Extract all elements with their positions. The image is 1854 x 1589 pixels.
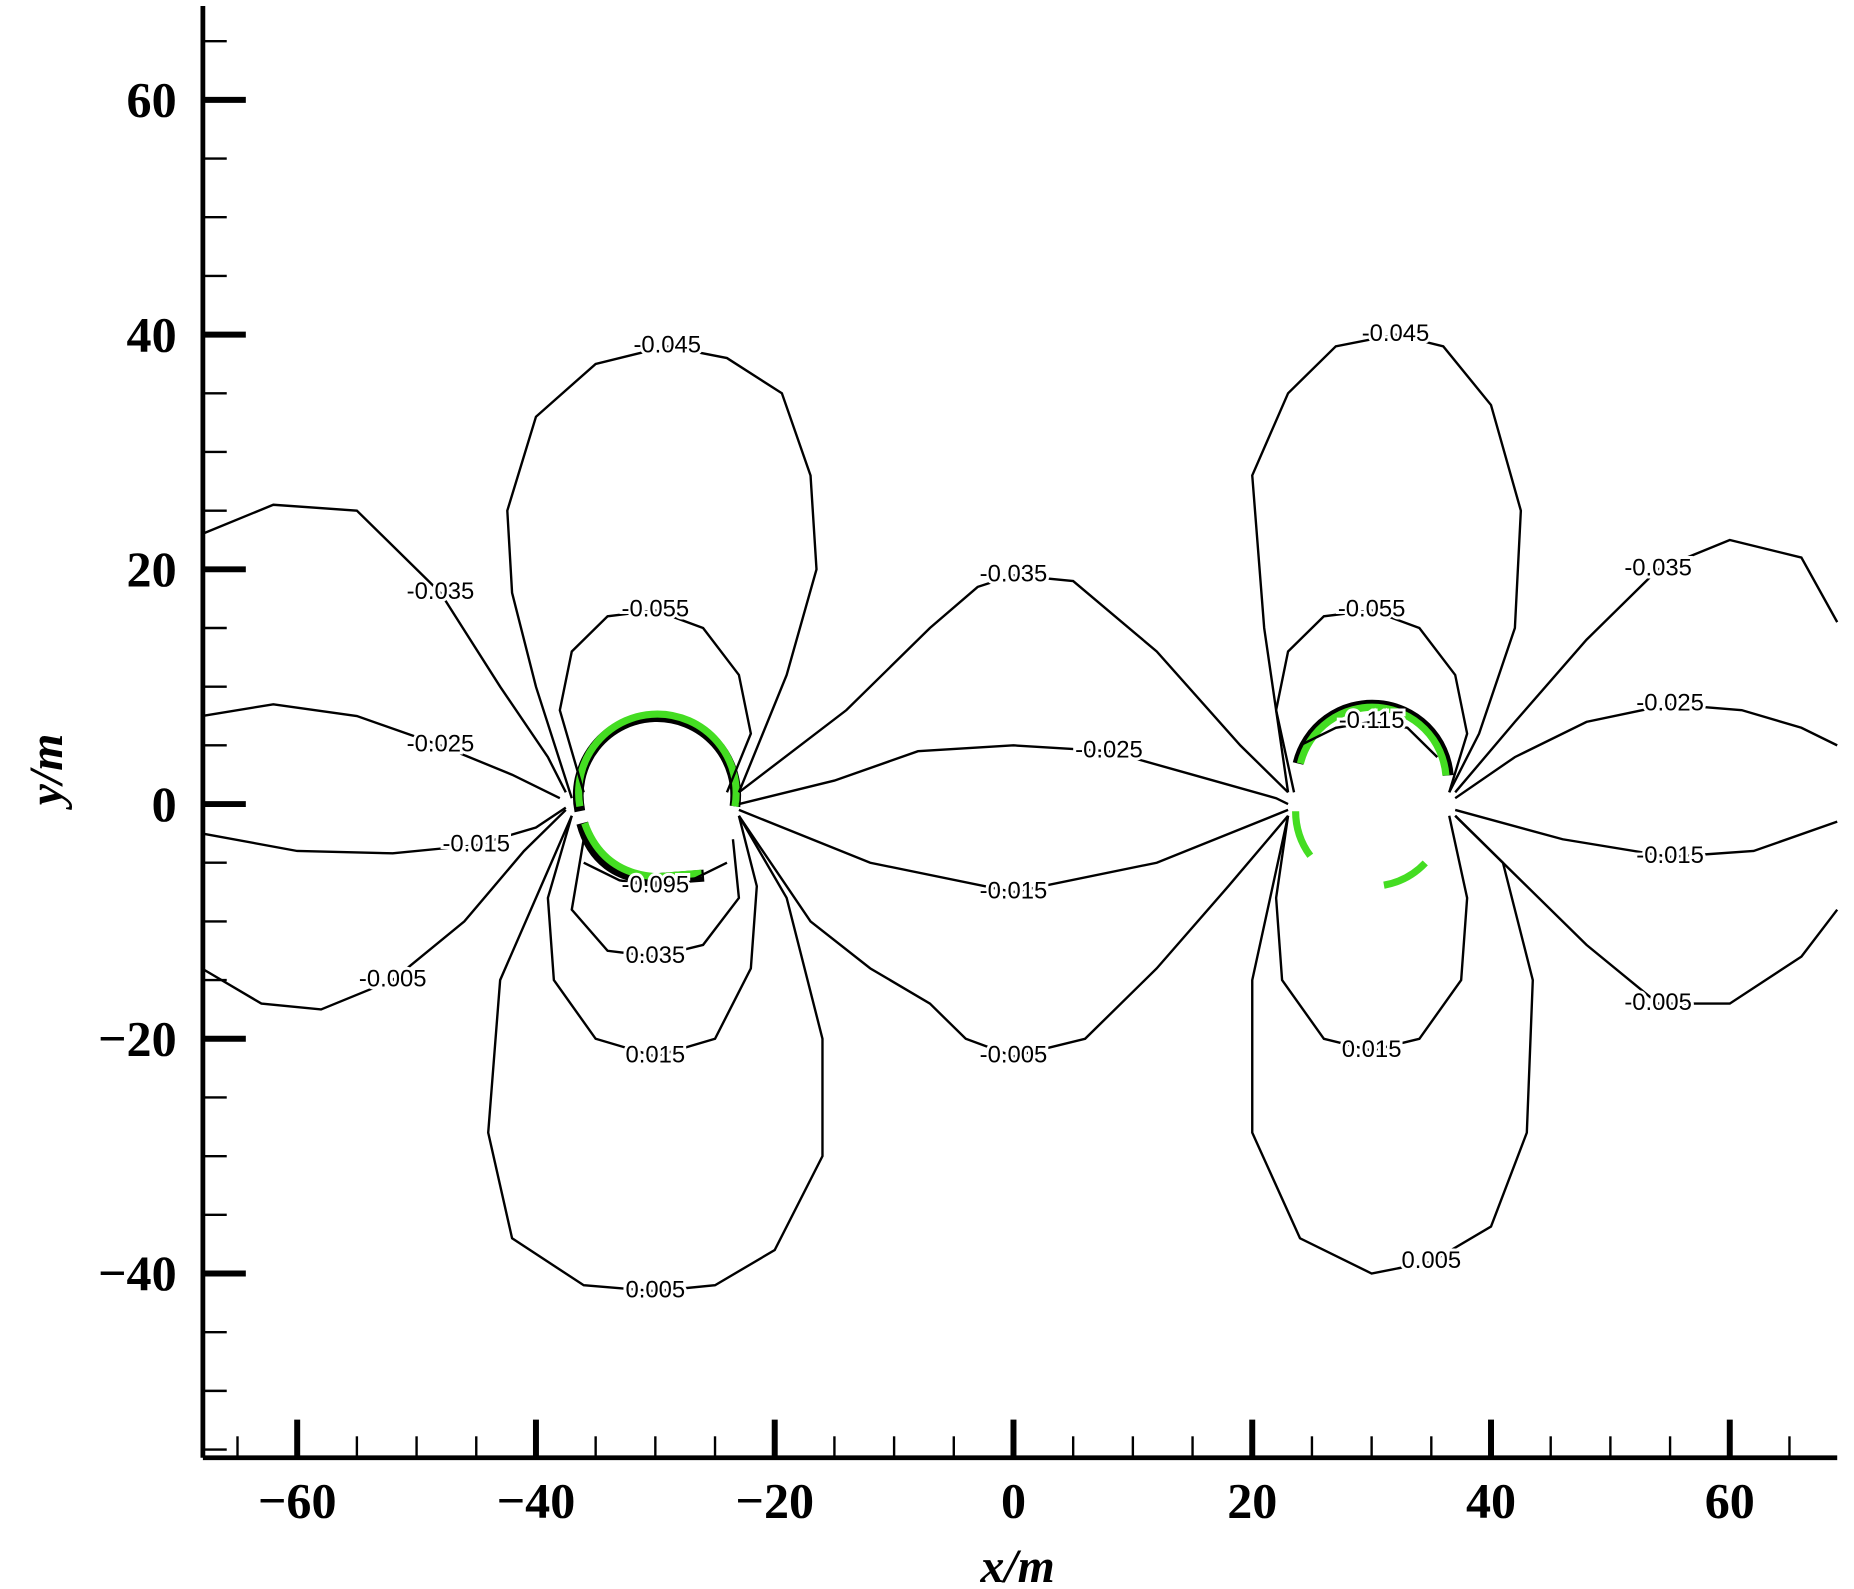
x-tick-label: −20: [735, 1472, 814, 1528]
y-tick-label: −40: [98, 1245, 177, 1301]
contour-label: -0.025: [407, 731, 475, 758]
contour-line: [1454, 538, 1839, 794]
contour-label: -0.045: [1362, 320, 1430, 347]
contour-line: [558, 609, 753, 793]
contour-label: -0.015: [442, 830, 510, 857]
cylinders: [572, 699, 1454, 890]
contour-label: -0.005: [1624, 989, 1692, 1016]
y-tick-label: 20: [127, 541, 177, 597]
x-tick-label: 20: [1227, 1472, 1277, 1528]
cylinder-left: [575, 710, 740, 808]
x-tick-label: 40: [1466, 1472, 1516, 1528]
contour-line: [201, 809, 567, 1011]
x-tick-label: 60: [1705, 1472, 1755, 1528]
contour-line: [1274, 815, 1469, 1052]
x-tick-label: −60: [258, 1472, 337, 1528]
contour-label: -0.015: [1636, 842, 1704, 869]
contour-label: 0.015: [626, 1042, 686, 1069]
contour-line: [1454, 814, 1839, 1005]
contour-line: [201, 806, 567, 855]
contour-line: [1454, 808, 1838, 859]
y-tick-label: 40: [127, 306, 177, 362]
contour-label: 0.035: [626, 942, 686, 969]
cylinder-right: [1296, 703, 1450, 776]
contour-label: -0.055: [1338, 596, 1406, 623]
contour-line: [737, 815, 1289, 1058]
contour-line: [583, 861, 728, 888]
contour-label: -0.055: [622, 596, 690, 623]
contour-line: [201, 503, 567, 793]
contour-label: -0.025: [1636, 690, 1704, 717]
y-tick-label: −20: [98, 1010, 177, 1066]
cylinder-left: [581, 821, 702, 881]
contour-line: [546, 815, 759, 1058]
y-tick-label: 60: [127, 72, 177, 128]
cylinder-edge: [572, 711, 742, 813]
y-axis-label: y/m: [20, 734, 73, 811]
contour-label: -0.095: [622, 872, 690, 899]
contour-line: [1454, 703, 1838, 800]
contour-label: 0.005: [1401, 1247, 1461, 1274]
x-tick-label: −40: [497, 1472, 576, 1528]
y-tick-label: 0: [152, 776, 177, 832]
contour-label: 0.005: [626, 1276, 686, 1303]
contour-label: -0.115: [1339, 707, 1405, 734]
contour-line: [738, 808, 1289, 894]
contour-line: [1251, 814, 1534, 1275]
contour-line: [506, 345, 818, 799]
contour-line: [570, 839, 741, 958]
x-axis-label: x/m: [980, 1540, 1055, 1589]
contour-label: 0.015: [1342, 1036, 1402, 1063]
contour-label: -0.035: [1624, 555, 1692, 582]
contour-label: -0.045: [633, 332, 701, 359]
contours: -0.045 -0.055 0.015 0.005 0.035 -0.005 -0.015 -…: [201, 317, 1839, 1306]
contour-label: -0.015: [980, 877, 1048, 904]
contour-line: [201, 703, 561, 800]
contour-line: [487, 815, 824, 1293]
contour-label: -0.035: [407, 578, 475, 605]
contour-line: [738, 744, 1289, 806]
contour-label: -0.035: [980, 560, 1048, 587]
contour-line: [1251, 333, 1523, 793]
contour-label: -0.005: [359, 965, 427, 992]
x-tick-label: 0: [1001, 1472, 1026, 1528]
contour-label: -0.005: [980, 1042, 1048, 1069]
contour-label: -0.025: [1075, 737, 1143, 764]
contour-line: [738, 573, 1289, 794]
cylinder-right: [1292, 811, 1450, 890]
contour-line: [1274, 609, 1469, 793]
contour-line: [1299, 720, 1439, 758]
